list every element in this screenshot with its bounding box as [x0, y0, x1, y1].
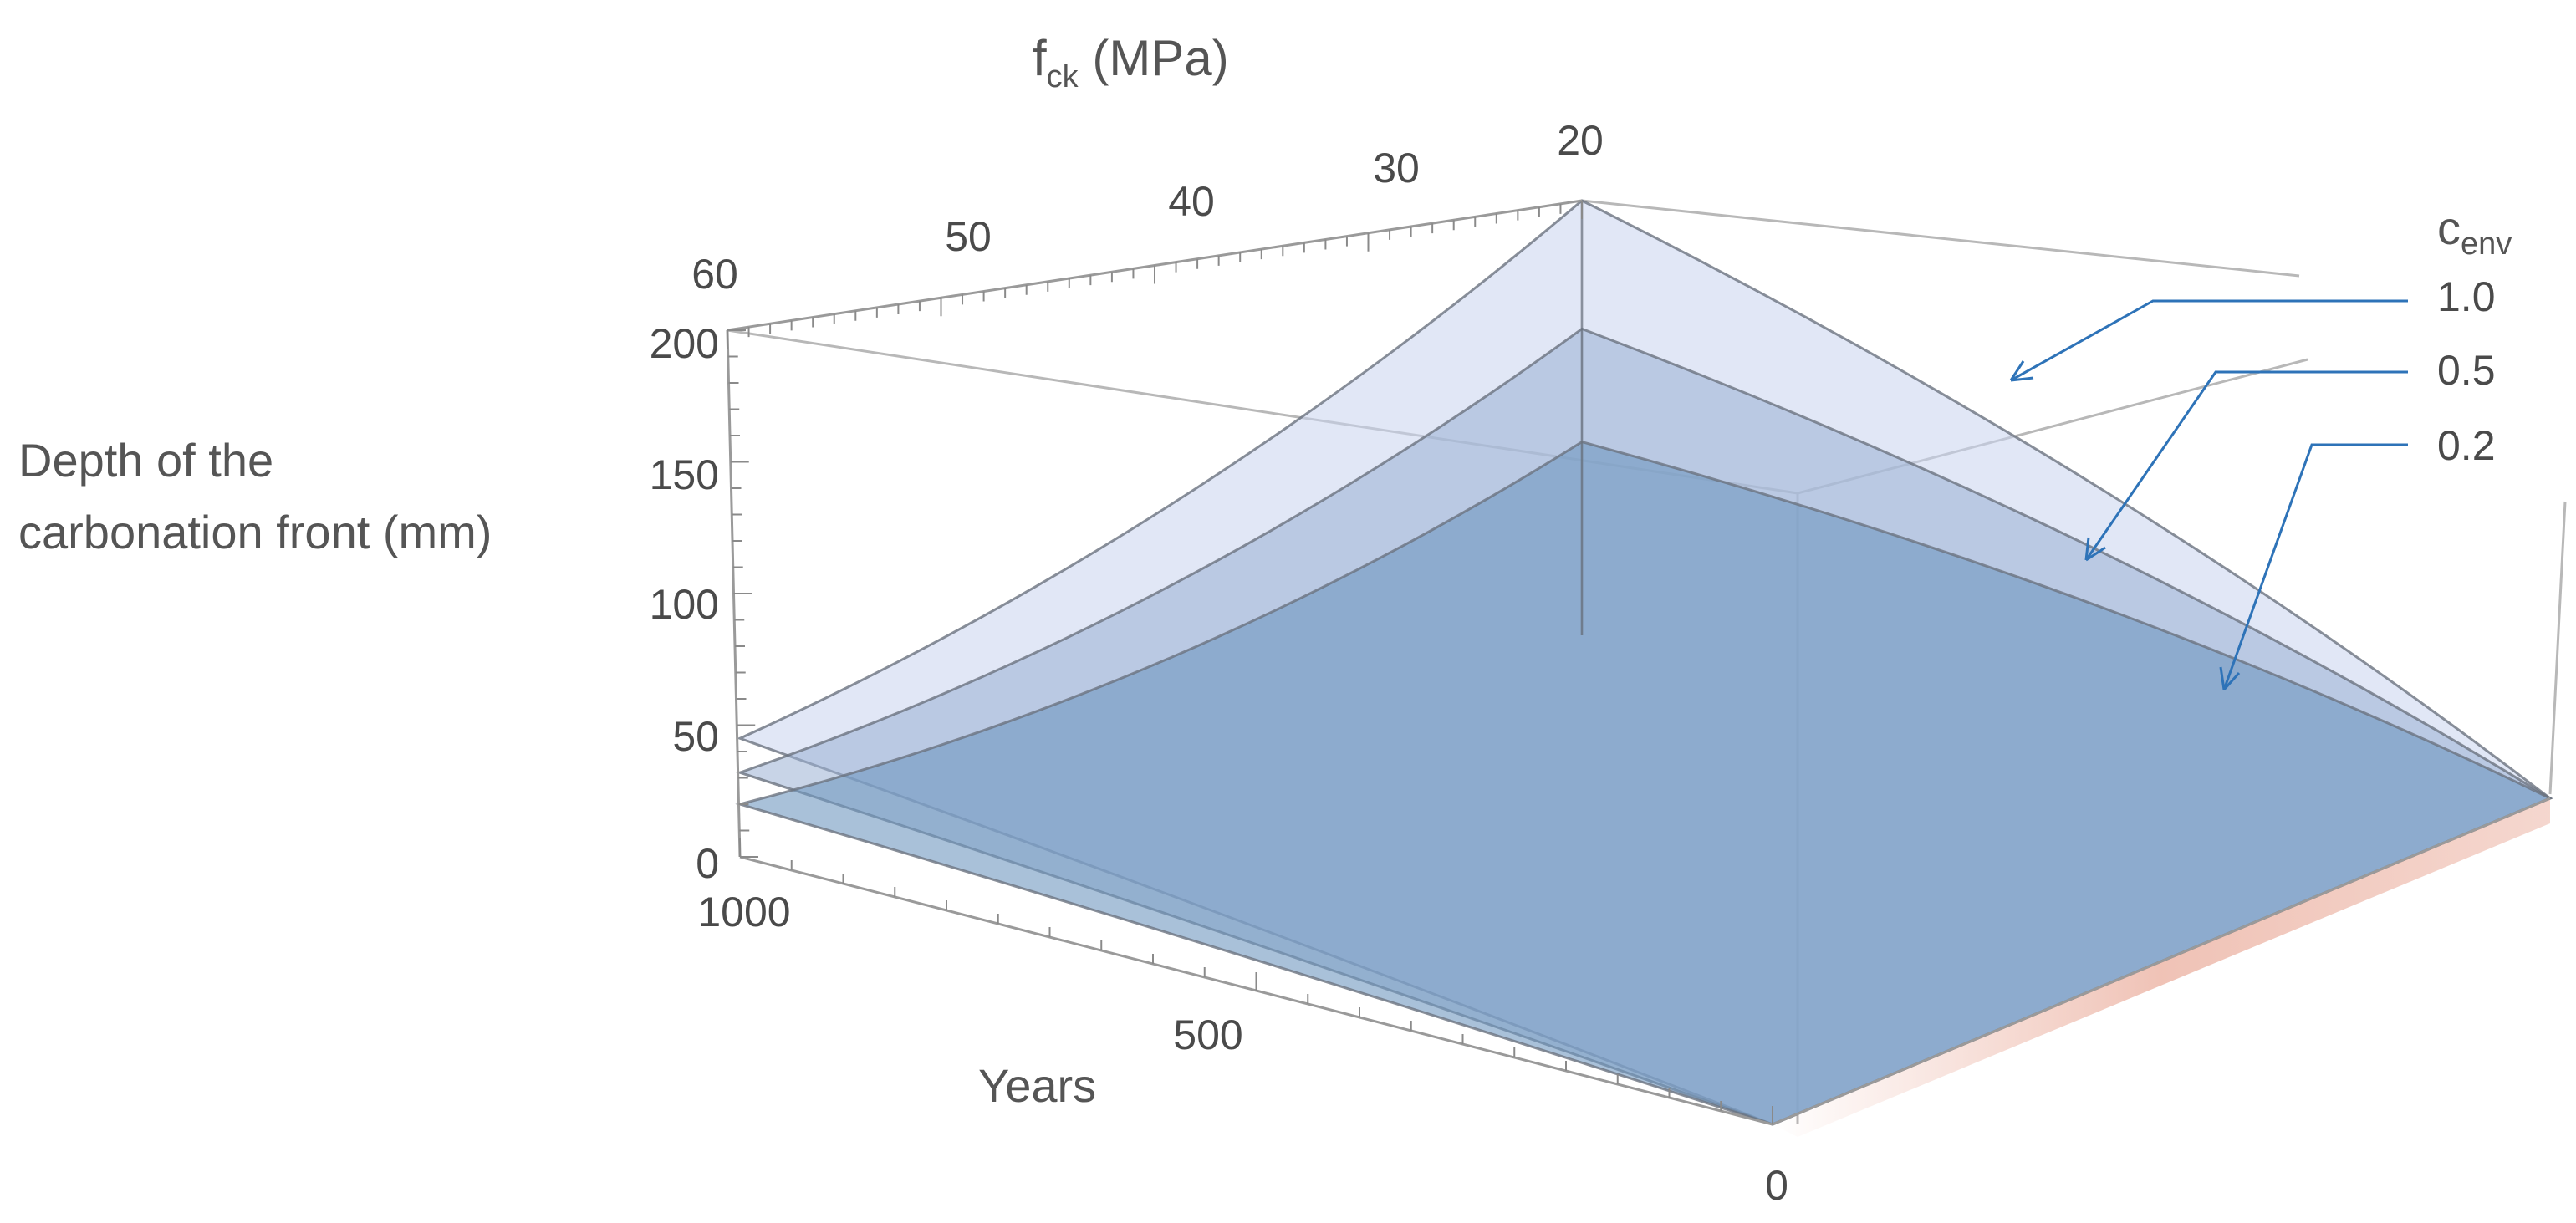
legend-arrow-2: [2084, 370, 2408, 561]
z-tick-100: 100: [650, 581, 719, 628]
legend-arrow-2-head: [2084, 537, 2106, 562]
fck-tick-50: 50: [945, 213, 992, 260]
legend-arrow-1-head: [2009, 360, 2034, 382]
legend-arrow-3-head: [2219, 666, 2241, 691]
z-tick-50: 50: [672, 713, 719, 760]
legend-title: cenv: [2437, 201, 2512, 262]
z-tick-labels: 0 50 100 150 200: [650, 320, 719, 887]
year-tick-500: 500: [1173, 1012, 1242, 1058]
base-axis-line: [1772, 797, 2551, 1126]
z-axis-label-line2: carbonation front (mm): [18, 506, 492, 558]
legend-label-2: 0.5: [2437, 347, 2496, 394]
axes-group: [726, 199, 2551, 1126]
legend-title-sub: env: [2461, 227, 2512, 262]
fck-label-unit: (MPa): [1079, 30, 1229, 86]
z-tick-200: 200: [650, 320, 719, 367]
legend-arrow-3: [2222, 443, 2408, 690]
fck-tick-40: 40: [1168, 178, 1215, 225]
years-axis-label: Years: [978, 1059, 1096, 1112]
fck-label-main: f: [1033, 30, 1047, 86]
fck-tick-60: 60: [691, 251, 738, 298]
z-axis-label-line1: Depth of the: [18, 434, 273, 487]
base-edge-glow: [1773, 798, 2550, 1137]
tick-marks-group: [727, 201, 1773, 1124]
legend-label-1: 1.0: [2437, 273, 2496, 320]
fck-tick-20: 20: [1557, 117, 1604, 164]
legend-arrow-1: [2010, 299, 2408, 382]
legend-arrows: [2009, 299, 2408, 691]
surface-cenv-0.2: [735, 440, 2553, 1126]
fck-tick-labels: 60 50 40 30 20: [691, 117, 1604, 298]
z-tick-0: 0: [696, 840, 719, 887]
fck-tick-30: 30: [1373, 145, 1420, 191]
year-tick-0: 0: [1765, 1162, 1788, 1209]
fck-label-sub: ck: [1047, 59, 1079, 94]
fck-axis-label: fck (MPa): [1033, 30, 1229, 94]
year-tick-labels: 1000 500 0: [697, 889, 1788, 1209]
year-tick-1000: 1000: [697, 889, 790, 935]
legend-title-main: c: [2437, 201, 2461, 254]
surfaces-group: [735, 199, 2553, 1126]
z-tick-150: 150: [650, 451, 719, 498]
legend-label-3: 0.2: [2437, 422, 2496, 469]
